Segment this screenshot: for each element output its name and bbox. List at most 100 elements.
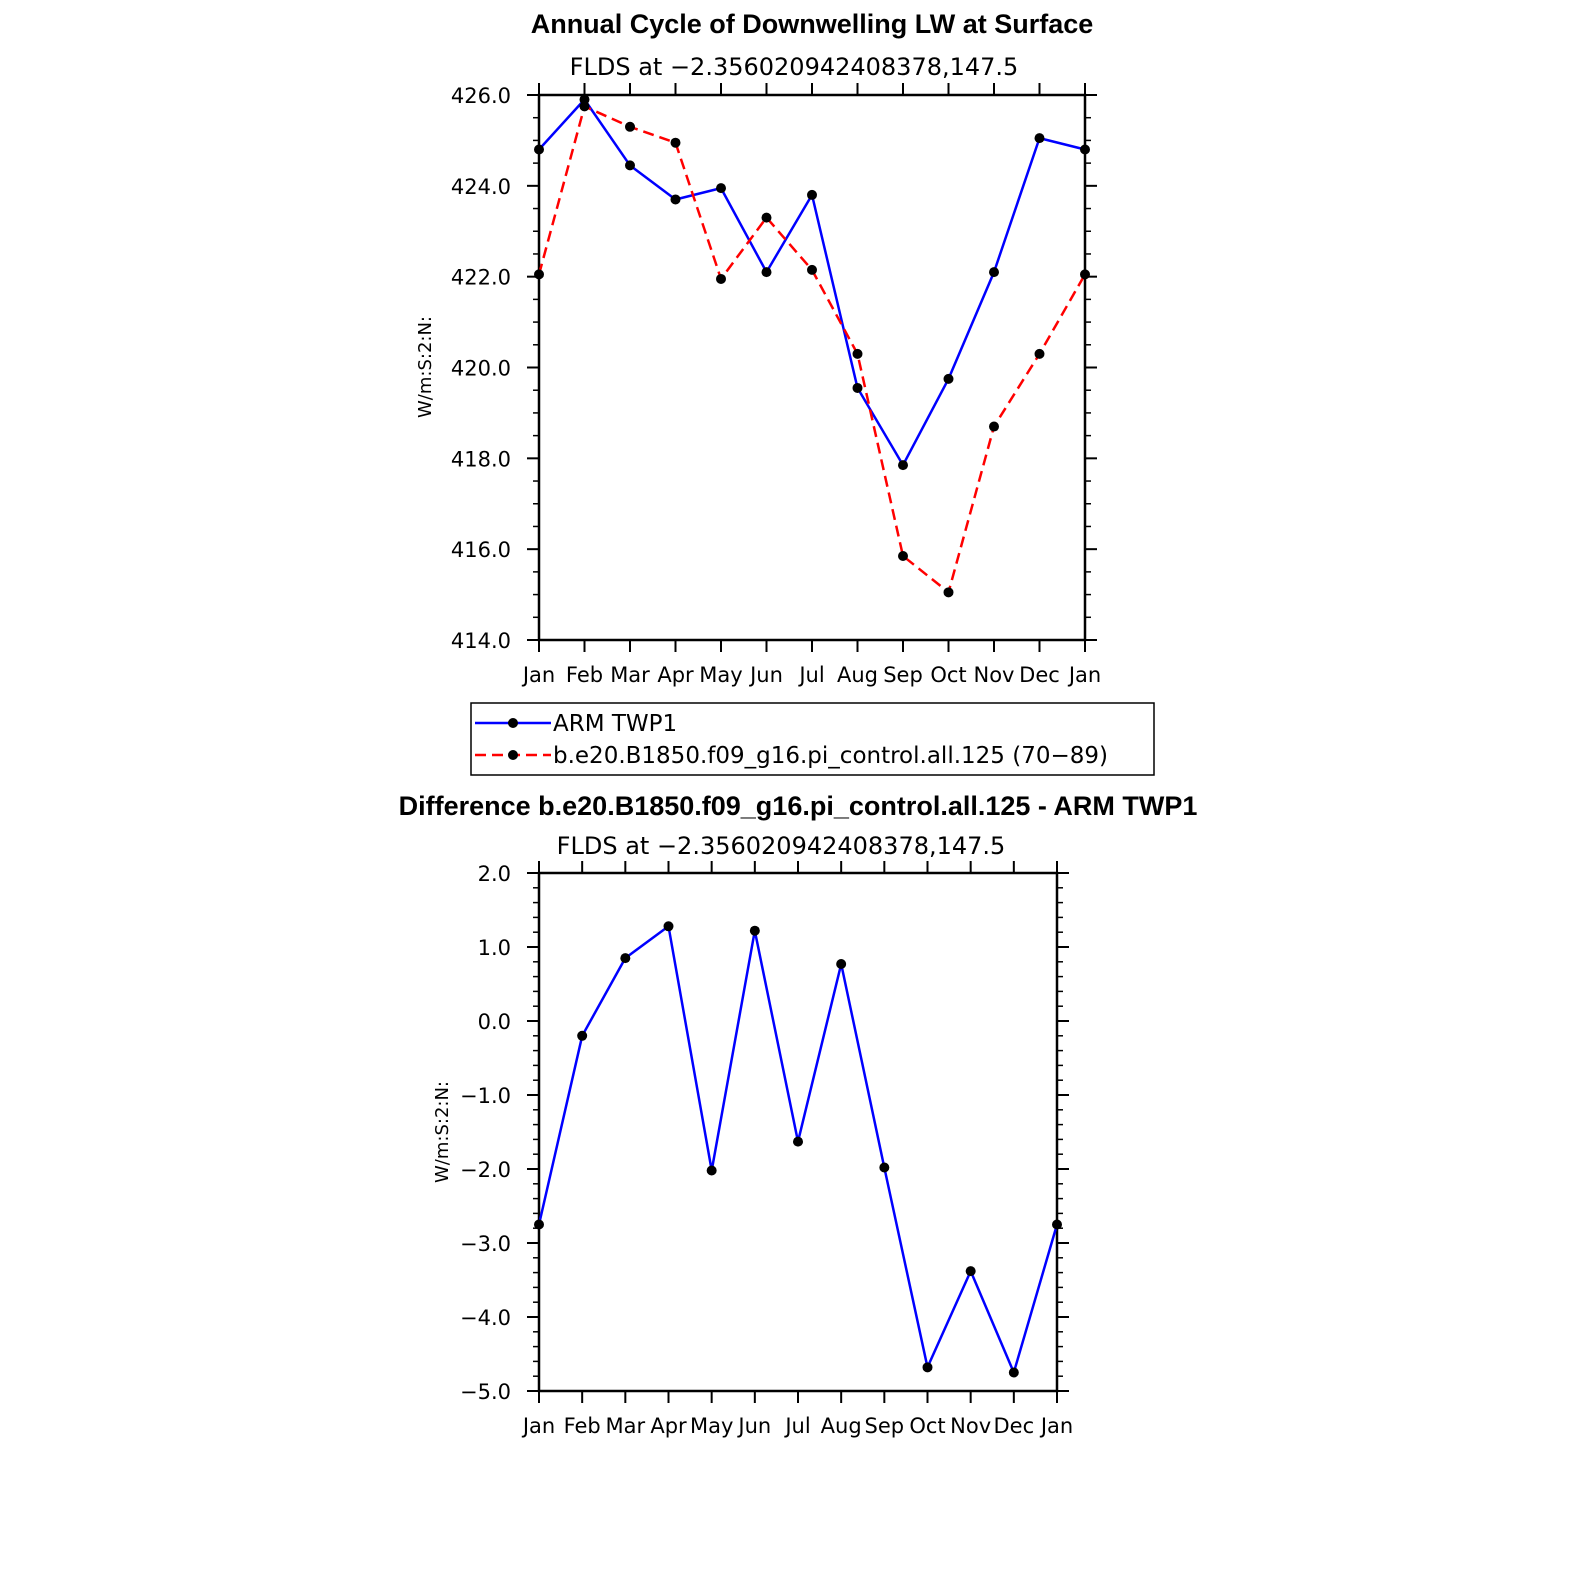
y-tick-label: 1.0 [478,936,511,960]
data-point [1008,1367,1019,1378]
data-point [807,189,817,200]
x-tick-label: Oct [909,1414,945,1438]
data-point [670,194,681,205]
data-point [989,267,999,278]
data-point [943,587,954,598]
chart-difference: Difference b.e20.B1850.f09_g16.pi_contro… [399,791,1198,1438]
legend-box [470,702,1155,776]
legend-label-arm-twp1: ARM TWP1 [553,711,677,737]
data-point [761,212,772,223]
x-tick-label: Sep [865,1414,905,1438]
legend: ARM TWP1 b.e20.B1850.f09_g16.pi_control.… [470,702,1155,776]
x-tick-label: Dec [1019,663,1060,687]
y-tick-label: 426.0 [451,84,511,108]
x-tick-label: May [699,663,742,687]
data-point [879,1162,890,1173]
data-point [625,121,635,132]
data-point [807,264,817,275]
y-tick-label: 0.0 [478,1010,511,1034]
data-point [1080,144,1090,155]
data-point [579,101,590,112]
data-point [965,1266,976,1277]
y-tick-label: 422.0 [451,266,511,290]
data-point [534,144,544,155]
x-tick-label: Feb [566,663,603,687]
x-tick-label: Jan [521,663,555,687]
data-point [663,921,674,932]
y-tick-label: −2.0 [460,1158,511,1182]
data-point [706,1165,717,1176]
data-point [625,160,635,171]
chart-annual-cycle: Annual Cycle of Downwelling LW at Surfac… [415,9,1101,687]
x-tick-label: Feb [564,1414,601,1438]
chart-subtitle: FLDS at −2.356020942408378,147.5 [557,832,1006,860]
data-point [1034,348,1045,359]
series-line-0 [537,925,1059,1374]
y-tick-label: 424.0 [451,175,511,199]
x-tick-label: Jul [797,663,824,687]
series-line-1 [537,105,1087,594]
x-tick-label: Aug [821,1414,862,1438]
legend-marker-model [508,750,518,760]
data-point [898,460,908,471]
x-tick-label: Dec [994,1414,1035,1438]
y-tick-label: 420.0 [451,357,511,381]
x-tick-label: Apr [657,663,694,687]
y-tick-label: −1.0 [460,1084,511,1108]
x-tick-label: Mar [606,1414,646,1438]
x-tick-label: Jun [748,663,783,687]
y-tick-label: 414.0 [451,629,511,653]
x-tick-label: Nov [974,663,1015,687]
legend-label-model: b.e20.B1850.f09_g16.pi_control.all.125 (… [553,743,1108,769]
data-point [534,1219,544,1230]
x-tick-label: Jan [521,1414,555,1438]
data-point [534,269,544,280]
x-tick-label: Jan [1067,663,1101,687]
x-tick-label: Apr [650,1414,687,1438]
chart-title: Difference b.e20.B1850.f09_g16.pi_contro… [399,791,1198,821]
x-tick-label: Oct [930,663,966,687]
data-point [577,1030,588,1041]
plot-area: 414.0 416.0 418.0 420.0 422.0 424.0 426.0 Jan Fe… [451,83,1101,687]
chart-title: Annual Cycle of Downwelling LW at Surfac… [531,9,1094,39]
x-tick-label: Jan [1039,1414,1073,1438]
data-point [898,550,908,561]
plot-area: −5.0 −4.0 −3.0 −2.0 −1.0 0.0 1.0 2.0 Jan Feb Mar Ap… [460,861,1073,1438]
data-point [761,267,772,278]
data-point [793,1136,803,1147]
data-point [620,953,631,964]
legend-entry-model: b.e20.B1850.f09_g16.pi_control.all.125 (… [475,743,1108,769]
data-point [852,348,863,359]
x-tick-label: Sep [883,663,923,687]
data-point [836,959,847,970]
x-tick-label: Mar [610,663,650,687]
legend-marker-arm-twp1 [508,718,518,728]
x-tick-label: Nov [950,1414,991,1438]
x-tick-label: Jun [736,1414,771,1438]
data-point [670,137,681,148]
y-axis-label: W/m:S:2:N: [415,316,436,418]
data-point [852,382,863,393]
data-point [716,183,726,194]
data-point [716,273,726,284]
x-tick-label: Jul [783,1414,810,1438]
data-point [1034,133,1045,144]
y-tick-label: −5.0 [460,1380,511,1404]
legend-entry-arm-twp1: ARM TWP1 [475,711,677,737]
y-tick-label: 418.0 [451,447,511,471]
data-point [1080,269,1090,280]
plot-frame [537,93,1087,642]
data-point [989,421,999,432]
y-axis-label: W/m:S:2:N: [432,1081,453,1183]
x-tick-label: May [690,1414,733,1438]
chart-subtitle: FLDS at −2.356020942408378,147.5 [570,53,1019,81]
y-tick-label: −4.0 [460,1306,511,1330]
y-tick-label: −3.0 [460,1232,511,1256]
y-tick-label: 416.0 [451,538,511,562]
x-tick-label: Aug [837,663,878,687]
data-point [943,373,954,384]
data-point [922,1362,933,1373]
data-point [1052,1219,1062,1230]
y-tick-label: 2.0 [478,862,511,886]
